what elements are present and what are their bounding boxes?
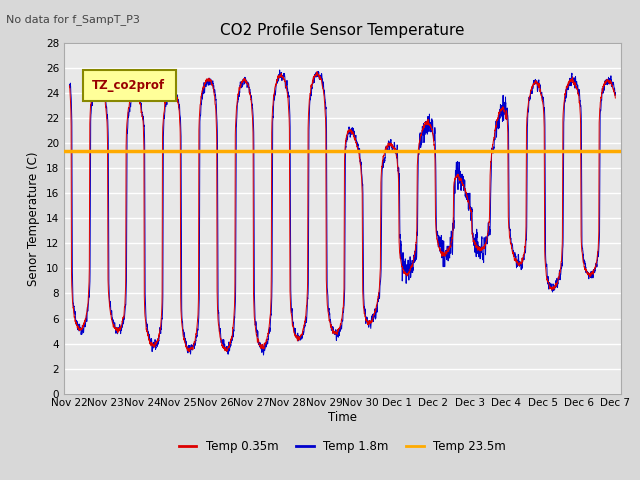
Y-axis label: Senor Temperature (C): Senor Temperature (C) xyxy=(28,151,40,286)
Legend: Temp 0.35m, Temp 1.8m, Temp 23.5m: Temp 0.35m, Temp 1.8m, Temp 23.5m xyxy=(174,435,511,458)
Text: TZ_co2prof: TZ_co2prof xyxy=(92,79,164,92)
X-axis label: Time: Time xyxy=(328,411,357,424)
Title: CO2 Profile Sensor Temperature: CO2 Profile Sensor Temperature xyxy=(220,23,465,38)
Text: No data for f_SampT_P3: No data for f_SampT_P3 xyxy=(6,13,140,24)
